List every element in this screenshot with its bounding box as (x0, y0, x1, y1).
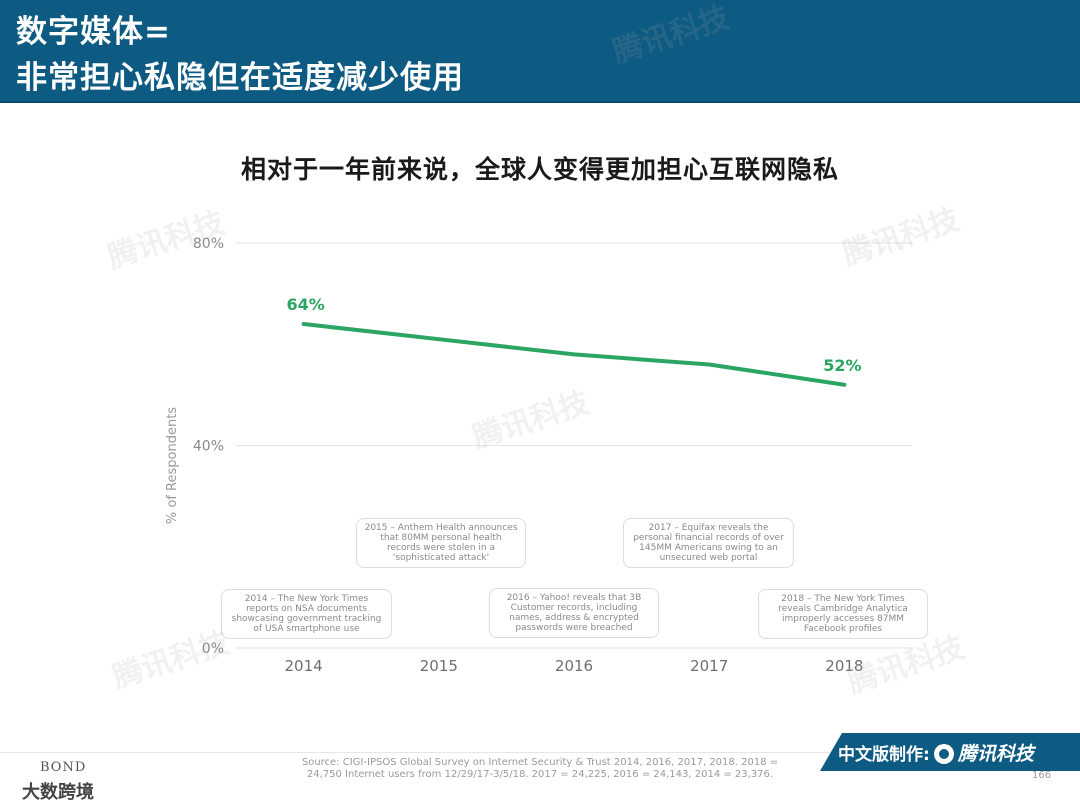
source-note: Source: CIGI-IPSOS Global Survey on Inte… (301, 757, 779, 780)
annotation-box-2015: 2015 – Anthem Health announces that 80MM… (356, 518, 526, 568)
chart-title: 相对于一年前来说，全球人变得更加担心互联网隐私 (240, 155, 839, 184)
annotation-box-2017: 2017 – Equifax reveals the personal fina… (623, 518, 794, 568)
data-label: 64% (286, 295, 324, 314)
annotation-box-2016: 2016 – Yahoo! reveals that 3B Customer r… (489, 588, 659, 638)
footer-divider (0, 752, 1080, 753)
annotation-box-2014: 2014 – The New York Times reports on NSA… (221, 589, 392, 639)
tencent-logo-icon (933, 744, 954, 764)
credit-prefix: 中文版制作: (838, 745, 930, 765)
line-chart: 80% 40% 0% 2014 2015 2016 2017 2018 % of Respond… (165, 236, 912, 675)
page-number: 166 (1032, 770, 1052, 781)
y-axis-label: % of Respondents (165, 407, 180, 524)
y-tick-label: 0% (202, 641, 224, 657)
header-title-line2: 非常担心私隐但在适度减少使用 (16, 60, 464, 96)
bottom-watermark: 大数跨境 (22, 782, 94, 803)
data-label: 52% (823, 356, 861, 375)
credit-text: 中文版制作: 腾讯科技 (838, 739, 1034, 766)
annotation-box-2018: 2018 – The New York Times reveals Cambri… (758, 589, 928, 639)
x-tick-label: 2018 (825, 657, 863, 675)
bond-logo: BOND (40, 760, 87, 775)
header-title-line1: 数字媒体= (16, 14, 171, 50)
header-banner: 数字媒体= 非常担心私隐但在适度减少使用 (0, 0, 1080, 103)
x-tick-label: 2017 (690, 657, 728, 675)
x-tick-label: 2016 (555, 657, 593, 675)
x-tick-label: 2014 (285, 657, 323, 675)
series-line (301, 322, 847, 387)
x-tick-label: 2015 (420, 657, 458, 675)
credit-brand: 腾讯科技 (957, 743, 1034, 765)
y-tick-label: 40% (193, 439, 224, 455)
y-tick-label: 80% (193, 236, 224, 252)
